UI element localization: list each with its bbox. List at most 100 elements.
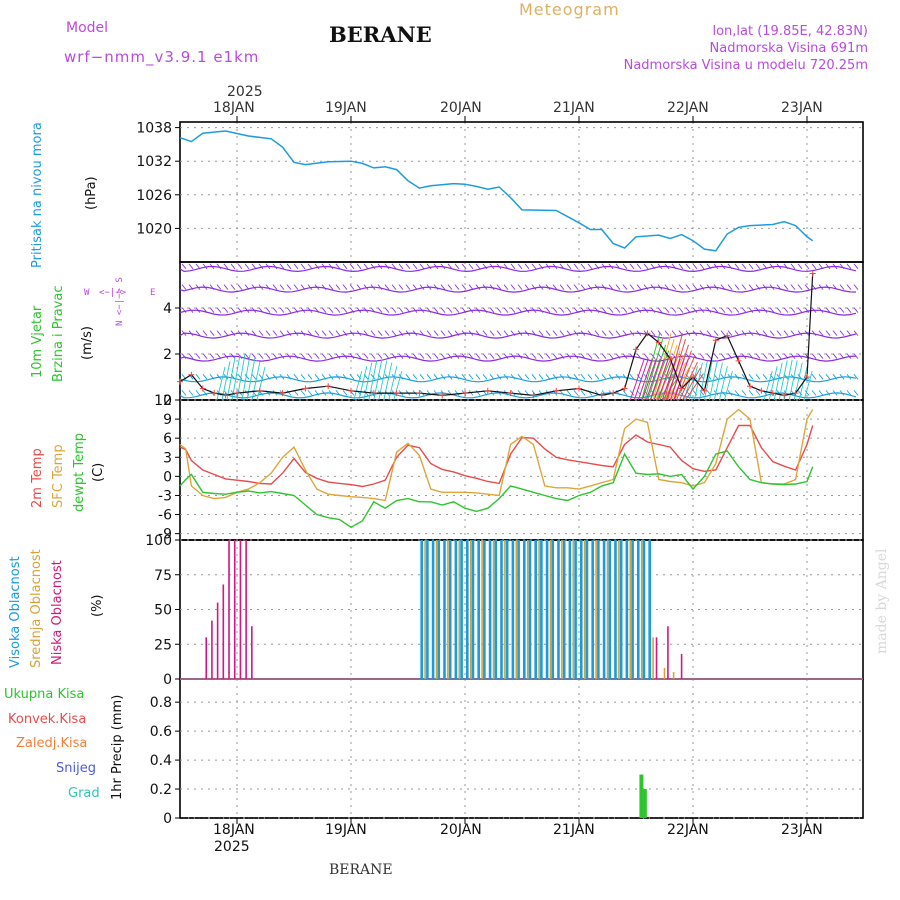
wind-barb xyxy=(587,374,593,380)
wind-barb xyxy=(783,263,789,270)
wind-barb xyxy=(391,307,397,313)
day-bottom-3: 21JAN xyxy=(553,822,595,838)
temp-line-0 xyxy=(179,424,814,488)
wind-barb xyxy=(221,361,231,401)
wind-barb xyxy=(665,358,681,401)
wind-barb xyxy=(349,330,355,336)
wind-barb xyxy=(615,263,621,270)
wind-barb xyxy=(510,307,516,313)
wind-barb xyxy=(720,284,726,290)
wind-barb xyxy=(538,284,544,290)
wind-barb xyxy=(741,330,747,336)
precip-total-label: Ukupna Kisa xyxy=(4,687,85,702)
wind-barb xyxy=(594,284,600,290)
wind-barb xyxy=(223,263,229,270)
wind-barb xyxy=(723,370,733,401)
wind-barb xyxy=(202,353,208,359)
y-tick-label: 50 xyxy=(154,603,172,619)
wind-barb xyxy=(803,370,813,401)
wind-barb xyxy=(510,263,516,270)
wind-barb xyxy=(391,330,397,336)
wind-barb xyxy=(650,330,656,336)
wind-barb xyxy=(832,263,838,270)
wind-barb xyxy=(685,307,691,313)
wind-barb xyxy=(769,263,775,270)
station-title: BERANE xyxy=(329,22,432,47)
wind-barb xyxy=(321,307,327,313)
wind-barb xyxy=(353,370,363,401)
wind-barb xyxy=(778,360,788,401)
pressure-title: Pritisak na nivou mora xyxy=(30,122,45,268)
wind-barb xyxy=(426,263,432,270)
wind-barb xyxy=(783,330,789,336)
wind-barb xyxy=(377,307,383,313)
wind-barb xyxy=(377,284,383,290)
wind-barb xyxy=(342,353,348,359)
wind-barb xyxy=(293,353,299,359)
wind-barb xyxy=(545,374,551,380)
wind-compass-e: E xyxy=(150,288,156,298)
wind-barb xyxy=(573,330,579,336)
wind-barb xyxy=(419,284,425,290)
wind-barb xyxy=(503,353,509,359)
day-top-3: 21JAN xyxy=(553,100,595,116)
wind-barb xyxy=(279,353,285,359)
wind-barb xyxy=(601,353,607,359)
wind-barb xyxy=(517,307,523,313)
wind-barb xyxy=(377,353,383,359)
wind-barb xyxy=(405,307,411,313)
wind-barb xyxy=(763,370,773,401)
wind-barb xyxy=(594,263,600,270)
wind-barb xyxy=(846,330,852,336)
day-top-1: 19JAN xyxy=(325,100,367,116)
wind-barb xyxy=(241,354,251,401)
wind-barb xyxy=(489,353,495,359)
wind-barb xyxy=(181,330,187,336)
wind-barb xyxy=(580,390,586,396)
wind-barb xyxy=(349,374,355,380)
wind-barb xyxy=(223,307,229,313)
wind-barb xyxy=(489,330,495,336)
model-elevation: Nadmorska Visina u modelu 720.25m xyxy=(623,58,868,73)
wind-barb xyxy=(804,390,810,396)
wind-barb xyxy=(755,374,761,380)
wind-barb xyxy=(650,353,656,359)
wind-barb xyxy=(776,263,782,270)
wind-barb xyxy=(279,330,285,336)
y-tick-label: -6 xyxy=(158,508,172,524)
wind-barb xyxy=(524,263,530,270)
wind-barb xyxy=(370,330,376,336)
wind-barb xyxy=(195,353,201,359)
wind-barb xyxy=(818,374,824,380)
wind-title-2: Brzina i Pravac xyxy=(51,285,66,382)
wind-barb xyxy=(790,307,796,313)
cloud-low-label: Niska Oblacnost xyxy=(50,560,65,665)
wind-marker xyxy=(678,385,685,392)
wind-barb xyxy=(335,284,341,290)
wind-barb xyxy=(552,330,558,336)
credit-watermark: made by Angel xyxy=(874,548,890,655)
wind-barb xyxy=(412,374,418,380)
precip-bar xyxy=(642,789,647,818)
wind-marker xyxy=(598,392,605,399)
wind-barb xyxy=(790,284,796,290)
wind-barb xyxy=(538,390,544,396)
wind-barb xyxy=(832,330,838,336)
wind-barb xyxy=(517,330,523,336)
wind-barb xyxy=(636,330,642,336)
wind-barb xyxy=(559,353,565,359)
meteogram-title: Meteogram xyxy=(519,0,620,19)
wind-barb xyxy=(755,330,761,336)
wind-barb xyxy=(307,284,313,290)
day-bottom-5: 23JAN xyxy=(781,822,823,838)
wind-barb xyxy=(244,330,250,336)
wind-barb xyxy=(644,338,664,401)
wind-barb xyxy=(223,330,229,336)
wind-barb xyxy=(510,374,516,380)
wind-barb xyxy=(692,330,698,336)
wind-barb xyxy=(209,263,215,270)
wind-barb xyxy=(482,307,488,313)
wind-marker xyxy=(667,355,674,362)
y-tick-label: -3 xyxy=(158,488,172,504)
cloud-unit: (%) xyxy=(90,594,105,618)
